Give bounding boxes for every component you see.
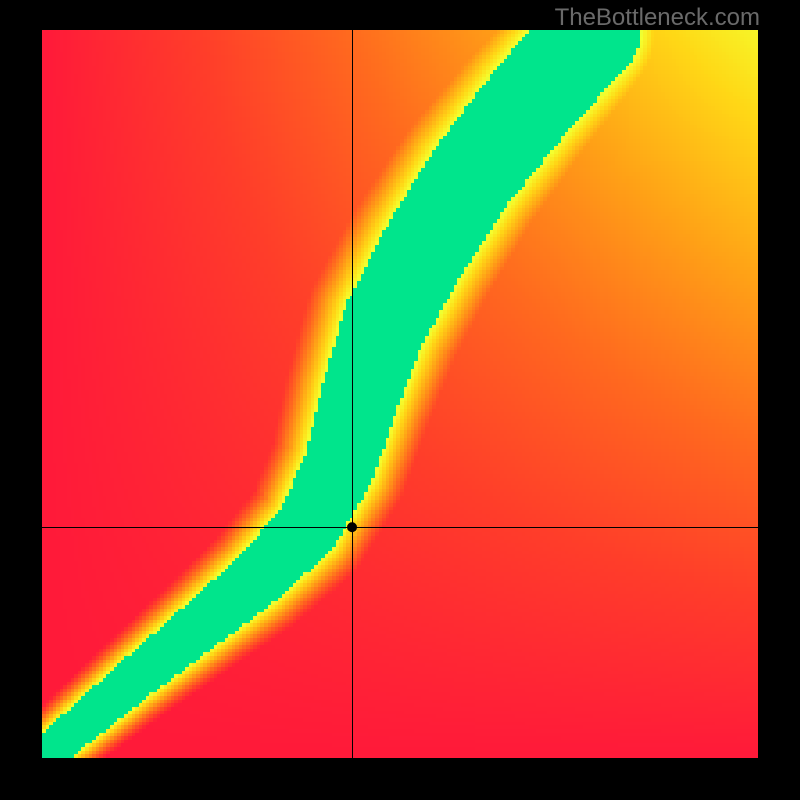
heatmap-canvas <box>42 30 758 758</box>
watermark-text: TheBottleneck.com <box>555 4 760 32</box>
plot-area <box>42 30 758 758</box>
figure-container: TheBottleneck.com <box>0 0 800 800</box>
